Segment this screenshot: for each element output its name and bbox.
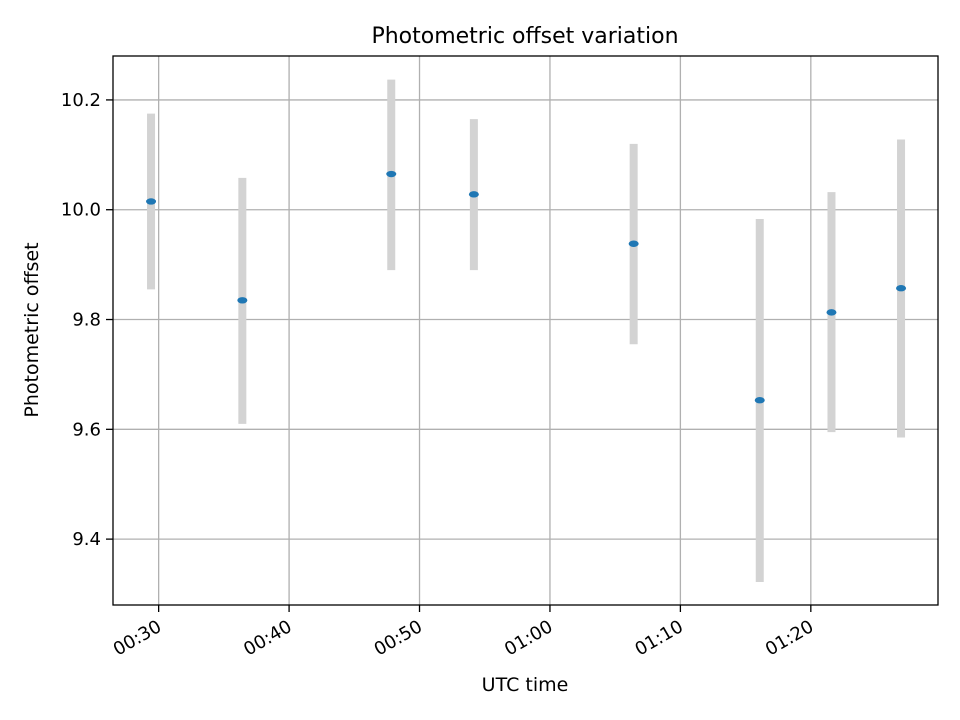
x-tick-label: 01:00: [501, 616, 556, 660]
y-tick-label: 10.0: [61, 200, 101, 221]
y-tick-label: 9.8: [72, 310, 101, 331]
y-tick-label: 10.2: [61, 90, 101, 111]
data-point: [237, 297, 248, 304]
y-tick-label: 9.4: [72, 529, 101, 550]
chart-title: Photometric offset variation: [371, 24, 678, 49]
plot-frame: [112, 55, 939, 606]
x-tick-label: 00:40: [240, 616, 295, 660]
x-tick-label: 01:10: [631, 616, 686, 660]
data-point: [628, 240, 639, 247]
error-bars: [147, 79, 906, 582]
grid: [113, 56, 938, 605]
data-point: [468, 191, 479, 198]
y-axis-label: Photometric offset: [21, 242, 43, 417]
data-point: [754, 397, 765, 404]
x-tick-label: 00:50: [371, 616, 426, 660]
data-points: [146, 170, 907, 404]
x-ticks: 00:30 00:40 00:50 01:00 01:10 01:20: [110, 605, 817, 660]
y-tick-label: 9.6: [72, 419, 101, 440]
x-axis-label: UTC time: [482, 674, 569, 696]
data-point: [896, 285, 907, 292]
x-tick-label: 00:30: [110, 616, 165, 660]
data-point: [146, 198, 157, 205]
data-point: [386, 170, 397, 178]
y-ticks: 9.4 9.6 9.8 10.0 10.2: [61, 90, 113, 550]
data-point: [826, 309, 837, 316]
x-tick-label: 01:20: [762, 616, 817, 660]
